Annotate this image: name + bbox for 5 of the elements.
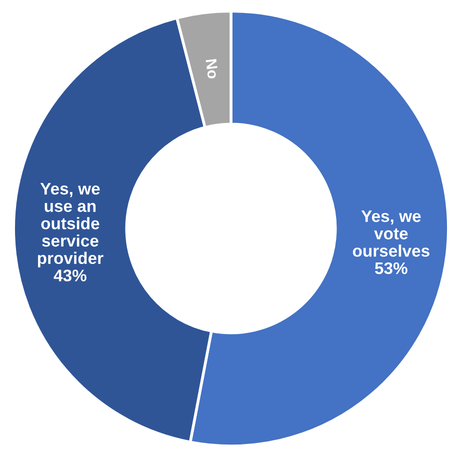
slice-label: Yes, we use an outside service provider xyxy=(38,183,104,268)
slice-label: Yes, we vote ourselves xyxy=(352,210,430,257)
data-label: 53% xyxy=(375,262,408,274)
data-label: 43% xyxy=(54,270,86,282)
slice-label: No xyxy=(206,58,219,79)
